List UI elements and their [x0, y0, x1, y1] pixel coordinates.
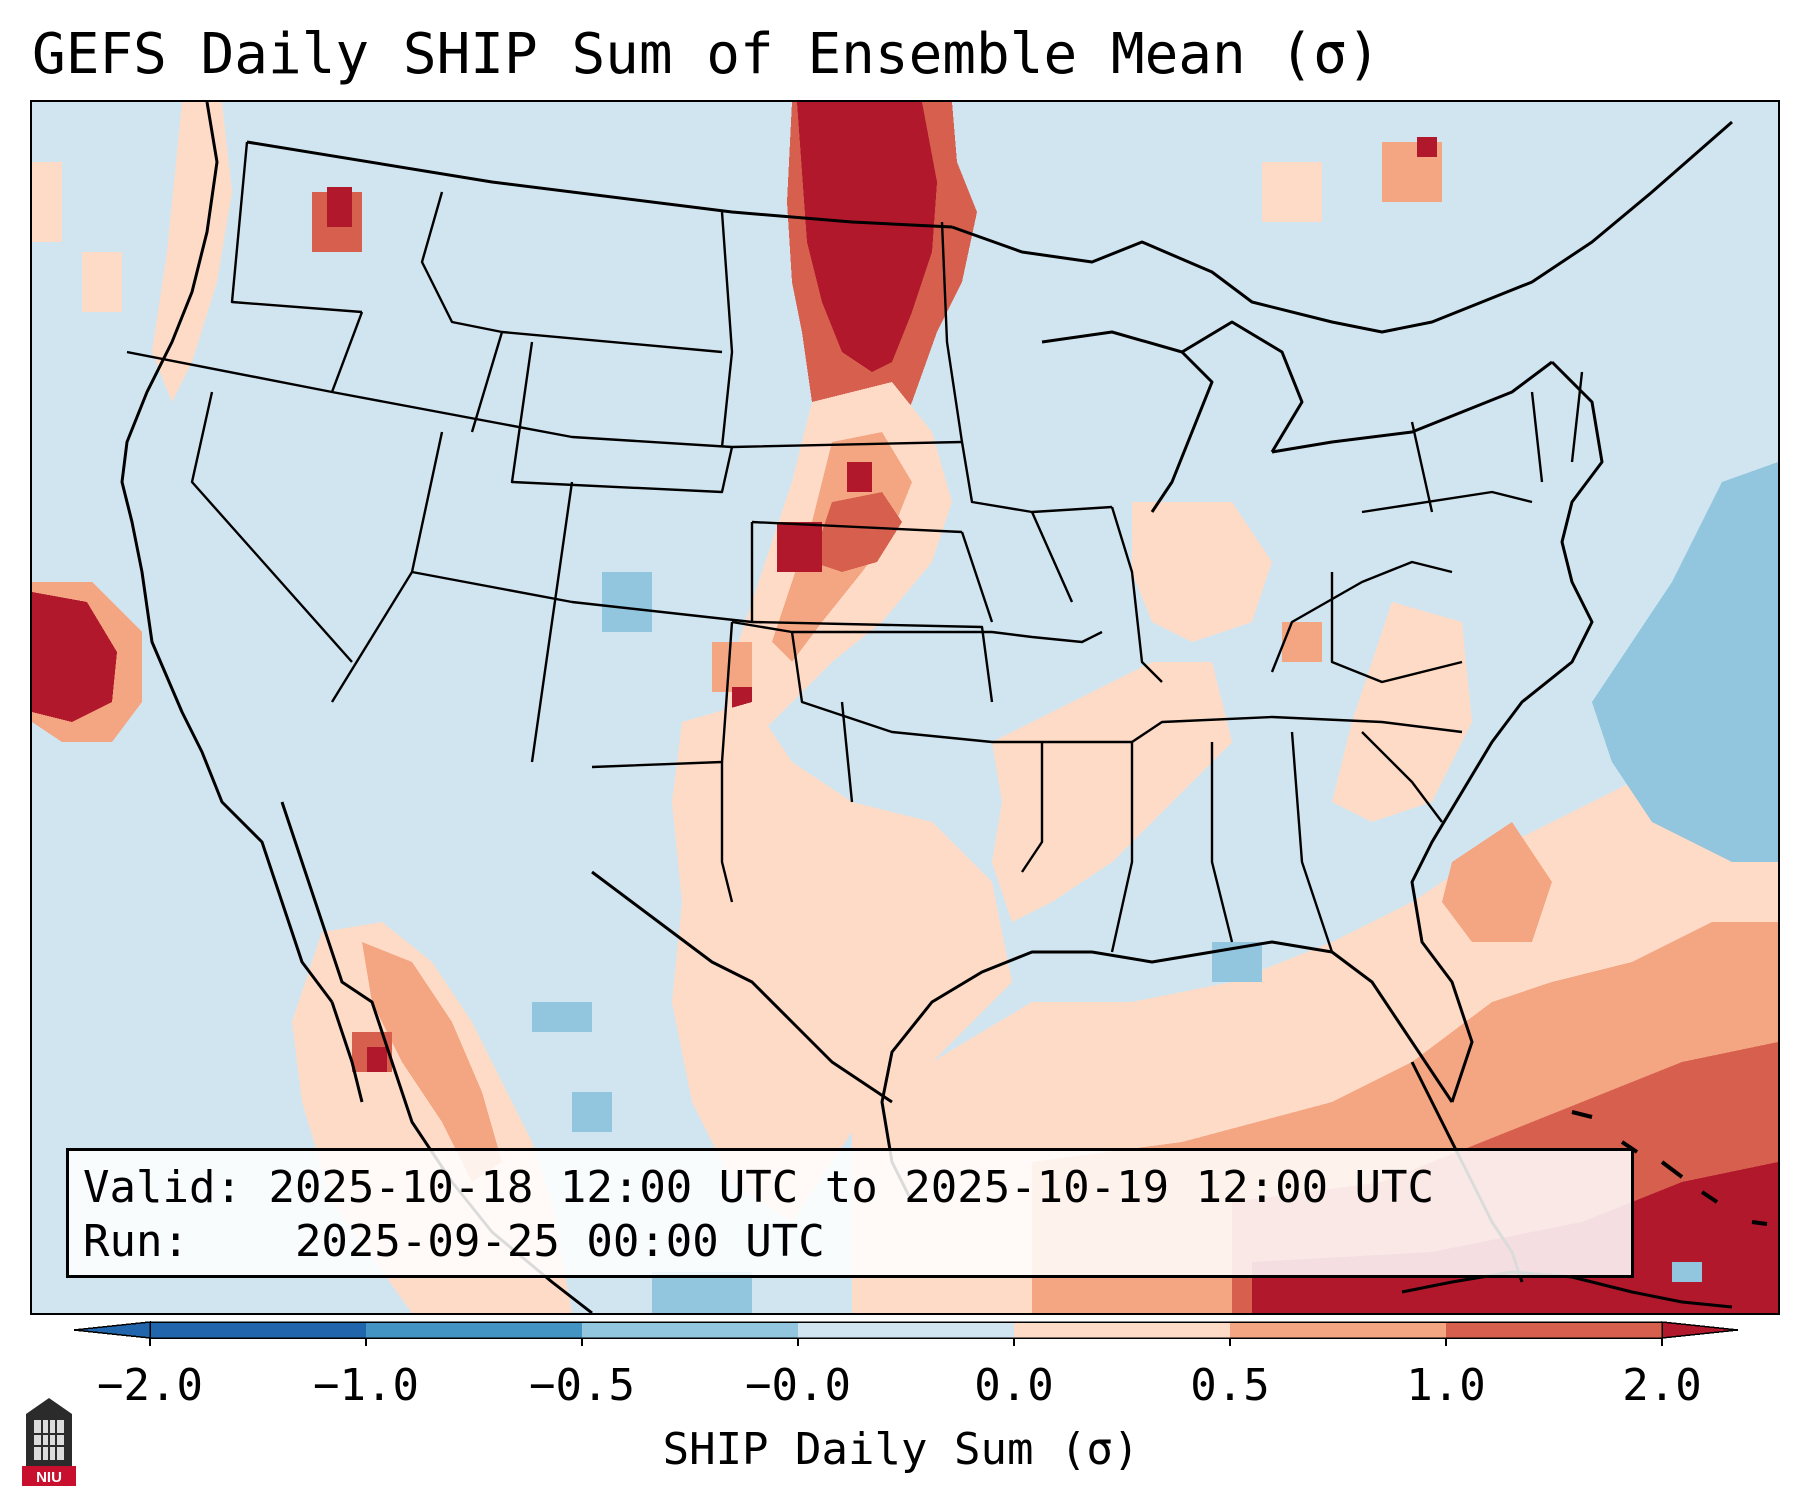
map-panel — [30, 100, 1780, 1315]
anomaly-atlantic-negative — [1592, 462, 1778, 862]
colorbar-segment — [150, 1322, 366, 1338]
colorbar-label: SHIP Daily Sum (σ) — [662, 1424, 1140, 1475]
anomaly-prairies-core — [797, 102, 937, 372]
bahamas — [1571, 1110, 1768, 1226]
gulf-coast — [880, 940, 1454, 1203]
colorbar-tick-label: 0.0 — [974, 1360, 1054, 1411]
run-label: Run: — [83, 1216, 189, 1267]
state-lines — [126, 141, 1584, 953]
colorbar-tick-label: 2.0 — [1622, 1360, 1702, 1411]
colorbar-segment — [366, 1322, 582, 1338]
logo-text: NIU — [36, 1469, 62, 1486]
niu-logo-icon: NIU — [22, 1398, 76, 1486]
valid-label: Valid: — [83, 1162, 242, 1213]
colorbar-tick-label: −1.0 — [313, 1360, 419, 1411]
colorbar-tick-label: −0.5 — [529, 1360, 635, 1411]
colorbar-segment — [1230, 1322, 1446, 1338]
anomaly-texas — [672, 702, 1012, 1222]
colorbar-tick-label: −0.0 — [745, 1360, 851, 1411]
baja-coast — [330, 1001, 364, 1103]
colorbar-tick-label: 1.0 — [1406, 1360, 1486, 1411]
colorbar-segment — [1446, 1322, 1662, 1338]
colorbar-extend-high — [1662, 1322, 1738, 1338]
west-coast — [120, 102, 334, 1003]
us-canada-border — [246, 140, 953, 229]
colorbar-segment — [1014, 1322, 1230, 1338]
colorbar-tick-label: −2.0 — [97, 1360, 203, 1411]
great-lakes — [951, 120, 1733, 334]
anomaly-pacnw — [152, 102, 232, 402]
anomaly-map — [32, 102, 1778, 1313]
valid-value: 2025-10-18 12:00 UTC to 2025-10-19 12:00… — [268, 1162, 1435, 1213]
atlantic-coast — [1410, 360, 1604, 1103]
colorbar — [73, 1321, 1739, 1346]
valid-run-info-box: Valid: 2025-10-18 12:00 UTC to 2025-10-1… — [66, 1148, 1634, 1278]
colorbar-tick-label: 0.5 — [1190, 1360, 1270, 1411]
colorbar-segment — [582, 1322, 798, 1338]
map-title: GEFS Daily SHIP Sum of Ensemble Mean (σ) — [32, 22, 1381, 87]
run-value: 2025-09-25 00:00 UTC — [294, 1216, 825, 1267]
colorbar-segment — [798, 1322, 1014, 1338]
colorbar-ticks — [149, 1338, 1663, 1346]
colorbar-extend-low — [74, 1322, 150, 1338]
